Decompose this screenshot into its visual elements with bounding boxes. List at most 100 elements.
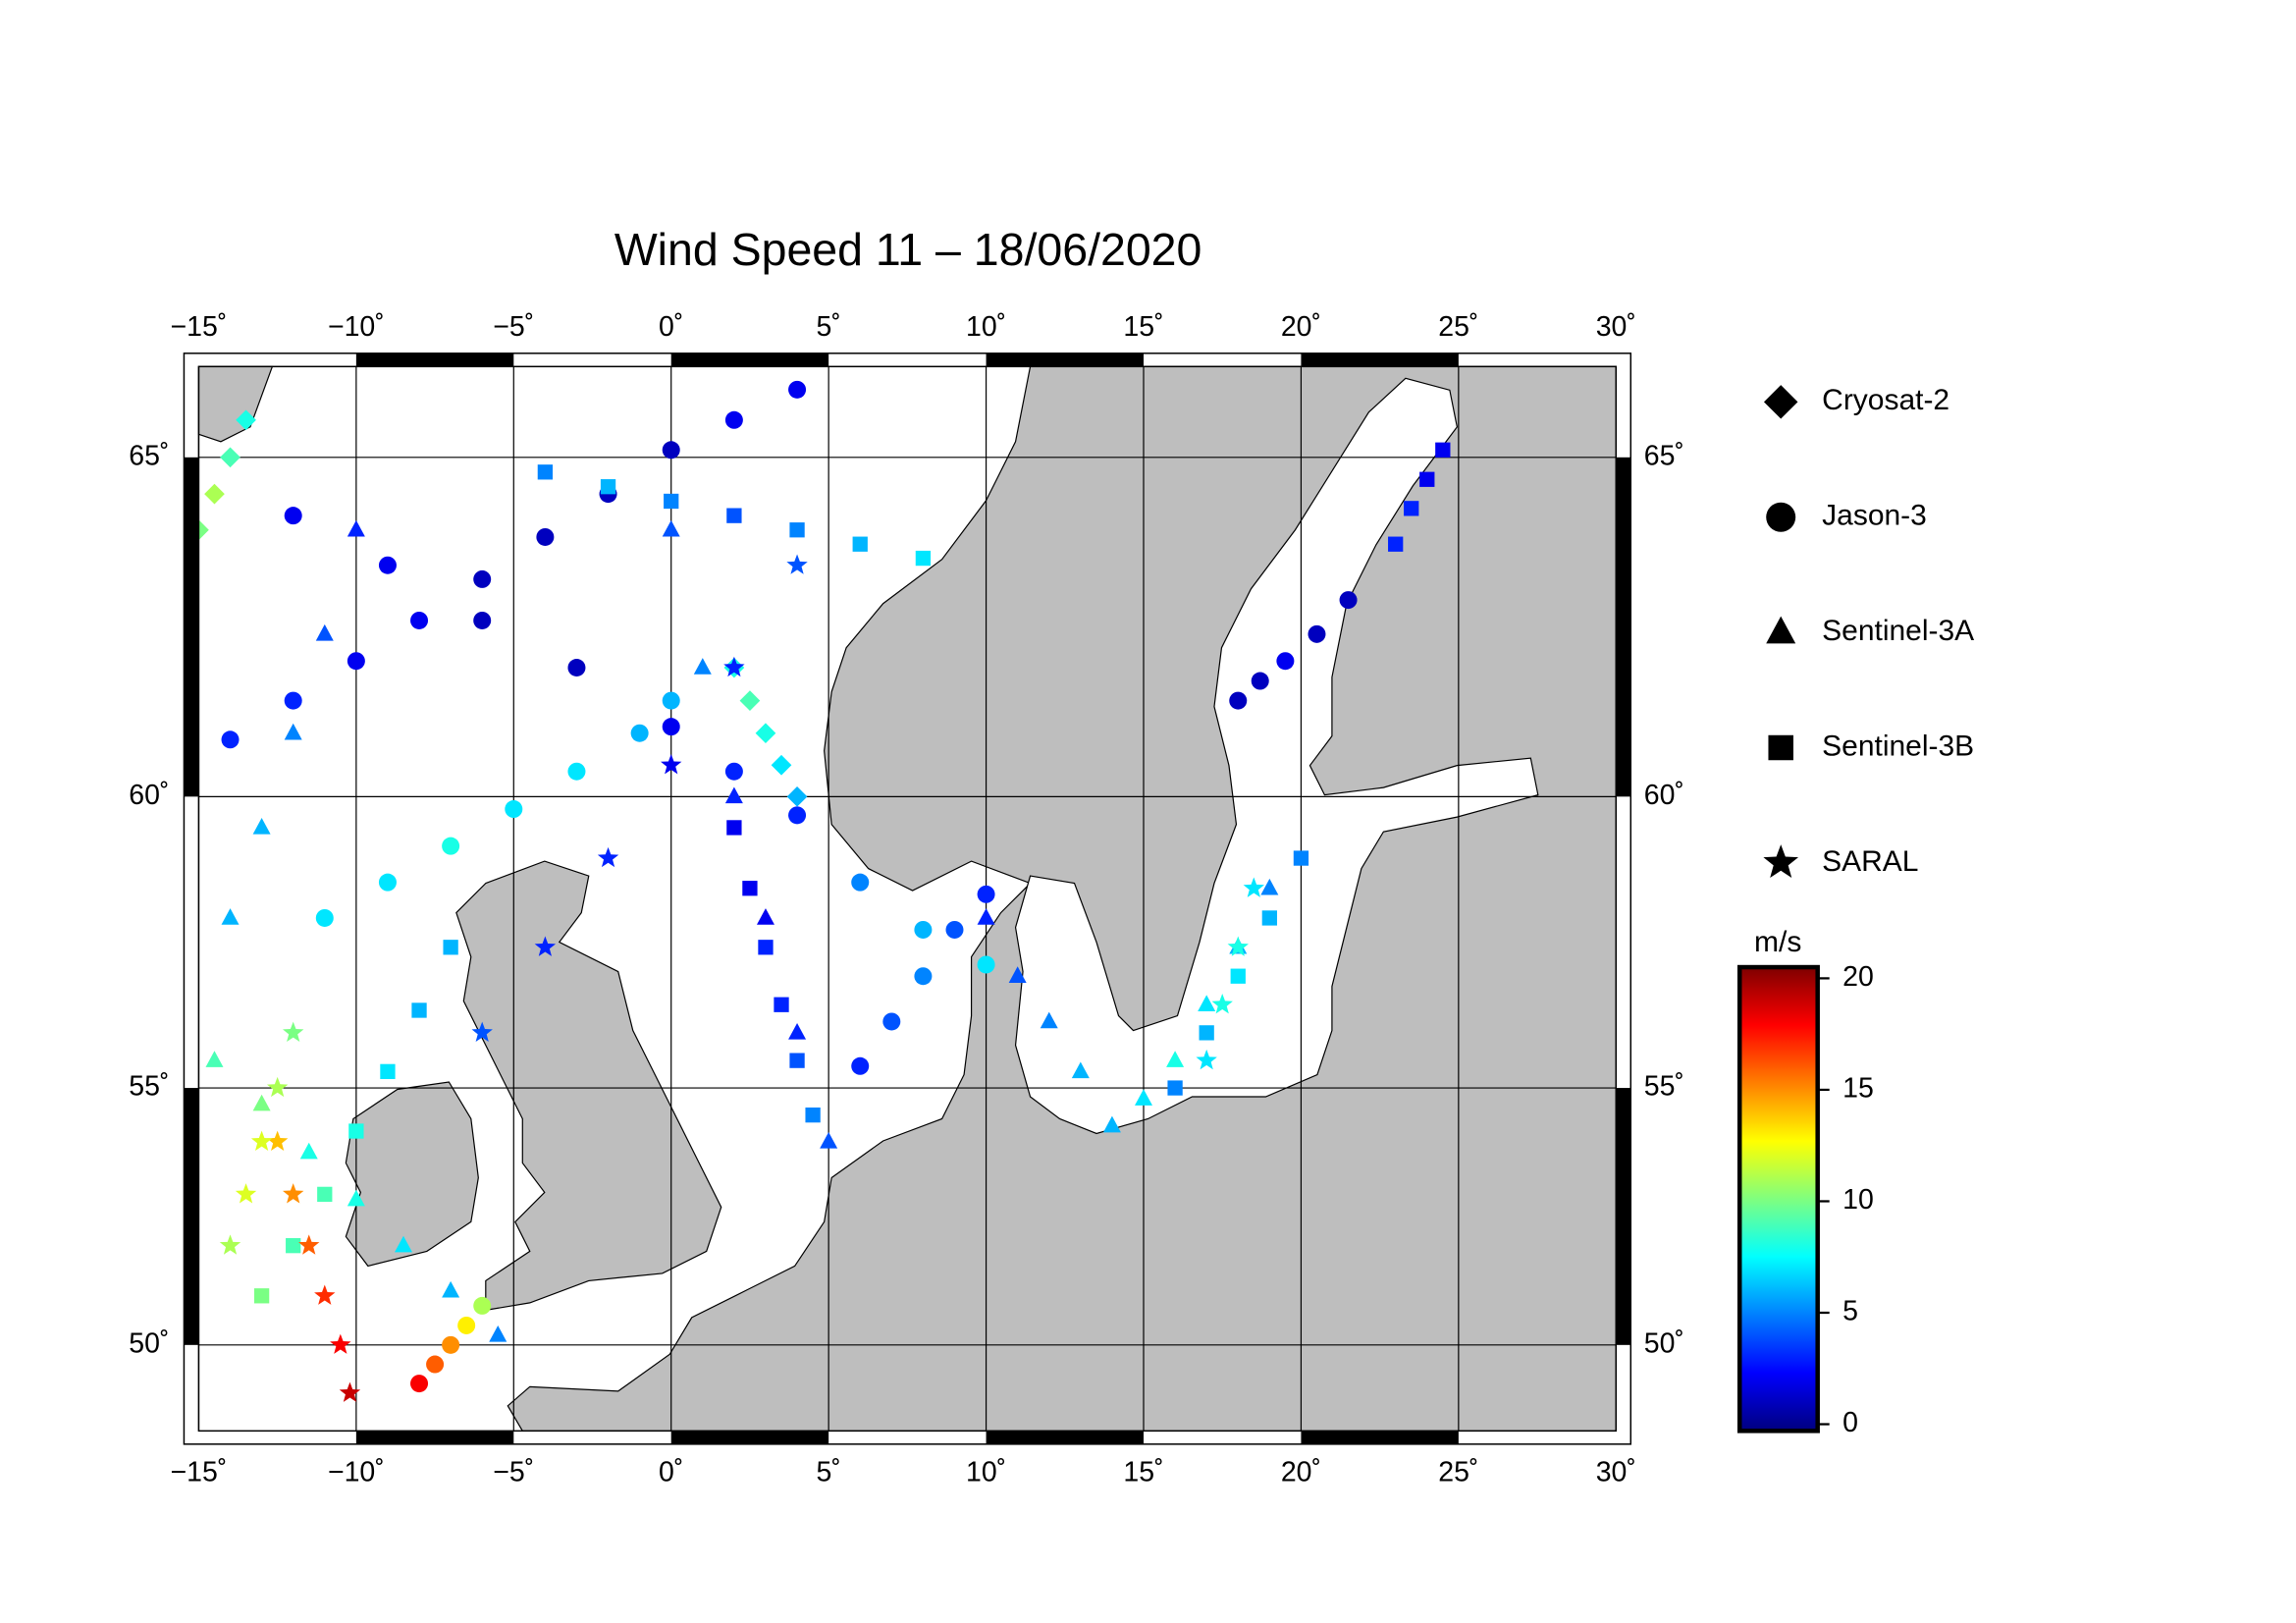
diamond-marker bbox=[771, 754, 792, 776]
colorbar-tick-label: 10 bbox=[1842, 1184, 1874, 1216]
map-title: Wind Speed 11 – 18/06/2020 bbox=[614, 224, 1202, 275]
legend-label: Sentinel-3A bbox=[1822, 615, 1974, 647]
frame-bar bbox=[670, 1431, 829, 1444]
circle-marker bbox=[567, 762, 586, 781]
circle-marker bbox=[536, 527, 555, 546]
circle-marker bbox=[473, 1296, 492, 1315]
circle-marker bbox=[410, 611, 429, 629]
star-marker bbox=[1227, 936, 1249, 956]
square-marker bbox=[742, 881, 758, 896]
triangle-marker bbox=[1040, 1011, 1058, 1029]
square-marker bbox=[1167, 1080, 1183, 1096]
circle-marker bbox=[662, 441, 680, 460]
colorbar-gradient bbox=[1736, 964, 1820, 1434]
square-marker bbox=[380, 1063, 396, 1080]
star-marker bbox=[266, 1130, 289, 1151]
triangle-marker bbox=[1135, 1089, 1152, 1106]
triangle-marker bbox=[1071, 1061, 1090, 1079]
star-marker bbox=[235, 1183, 257, 1204]
star-marker bbox=[1211, 993, 1233, 1014]
square-marker bbox=[1404, 501, 1419, 516]
x-tick-label: 5˚ bbox=[816, 1456, 840, 1488]
triangle-marker bbox=[394, 1235, 412, 1253]
star-marker bbox=[786, 554, 808, 574]
triangle-marker bbox=[820, 1131, 838, 1149]
square-marker bbox=[348, 1123, 364, 1139]
square-marker bbox=[1230, 968, 1246, 984]
y-tick-label: 60˚ bbox=[129, 780, 169, 811]
x-tick-label: −15˚ bbox=[171, 1456, 228, 1488]
frame-bar bbox=[1616, 1088, 1631, 1345]
legend-symbol bbox=[1766, 502, 1796, 532]
y-tick-label: 50˚ bbox=[1644, 1327, 1684, 1359]
circle-marker bbox=[426, 1355, 445, 1374]
square-marker bbox=[411, 1002, 427, 1018]
diamond-marker bbox=[204, 483, 225, 505]
circle-marker bbox=[410, 1375, 429, 1393]
square-marker bbox=[758, 940, 774, 955]
circle-marker bbox=[1276, 652, 1295, 671]
baltic-sea bbox=[1014, 377, 1539, 1135]
triangle-marker bbox=[221, 908, 240, 925]
great-britain bbox=[455, 860, 722, 1312]
star-marker bbox=[266, 1076, 289, 1098]
legend-label: SARAL bbox=[1822, 845, 1918, 878]
legend-label: Cryosat-2 bbox=[1822, 384, 1949, 416]
frame-outline bbox=[183, 352, 1632, 1445]
triangle-marker bbox=[1008, 966, 1027, 983]
ireland bbox=[345, 1081, 479, 1268]
circle-marker bbox=[284, 507, 302, 525]
y-tick-label: 50˚ bbox=[129, 1327, 169, 1359]
frame-inner bbox=[197, 365, 1618, 1433]
colorbar-tick-label: 15 bbox=[1842, 1072, 1874, 1104]
circle-marker bbox=[1339, 591, 1358, 610]
x-tick-label: 20˚ bbox=[1281, 311, 1321, 343]
triangle-marker bbox=[347, 1189, 365, 1207]
frame: −15˚ −15˚ −10˚ −10˚ −5˚ −5˚ 0˚ 0˚ 5˚ 5˚ 10˚ 10˚ 15˚ 1… bbox=[129, 311, 1684, 1488]
square-marker bbox=[317, 1186, 333, 1203]
land bbox=[197, 365, 1617, 1432]
triangle-marker bbox=[788, 1022, 807, 1040]
square-marker bbox=[805, 1107, 821, 1123]
legend-label: Sentinel-3B bbox=[1822, 730, 1974, 762]
diamond-marker bbox=[220, 447, 240, 468]
square-marker bbox=[443, 940, 458, 955]
square-marker bbox=[789, 522, 805, 538]
circle-marker bbox=[1229, 691, 1248, 710]
square-marker bbox=[1435, 442, 1451, 458]
legend-label: Jason-3 bbox=[1822, 500, 1927, 532]
square-marker bbox=[726, 820, 742, 836]
star-marker bbox=[298, 1234, 320, 1255]
x-tick-label: 25˚ bbox=[1438, 1456, 1478, 1488]
frame-bar bbox=[986, 352, 1145, 367]
square-marker bbox=[852, 536, 868, 552]
x-tick-label: −5˚ bbox=[493, 1456, 534, 1488]
star-marker bbox=[250, 1130, 273, 1151]
triangle-marker bbox=[442, 1280, 460, 1298]
circle-marker bbox=[284, 691, 302, 710]
colorbar-tick-label: 0 bbox=[1842, 1407, 1858, 1438]
legend-symbol bbox=[1766, 616, 1796, 644]
circle-marker bbox=[788, 806, 807, 825]
square-marker bbox=[253, 1288, 270, 1304]
frame-bar bbox=[184, 457, 199, 797]
circle-marker bbox=[945, 920, 964, 939]
frame-bar bbox=[1301, 1431, 1459, 1444]
star-marker bbox=[534, 936, 557, 956]
circle-marker bbox=[473, 611, 492, 629]
square-marker bbox=[1199, 1025, 1214, 1041]
frame-bar bbox=[1616, 457, 1631, 797]
square-marker bbox=[789, 1053, 805, 1068]
star-marker bbox=[1196, 1049, 1217, 1070]
square-marker bbox=[1419, 471, 1435, 487]
star-marker bbox=[471, 1021, 493, 1042]
square-marker bbox=[664, 493, 679, 510]
y-tick-label: 65˚ bbox=[129, 440, 169, 471]
triangle-marker bbox=[284, 723, 302, 740]
triangle-marker bbox=[1198, 995, 1216, 1011]
x-tick-label: −10˚ bbox=[328, 1456, 385, 1488]
triangle-marker bbox=[724, 786, 743, 804]
square-marker bbox=[600, 479, 616, 495]
x-tick-label: −5˚ bbox=[493, 311, 534, 343]
wind-points bbox=[188, 380, 1451, 1402]
